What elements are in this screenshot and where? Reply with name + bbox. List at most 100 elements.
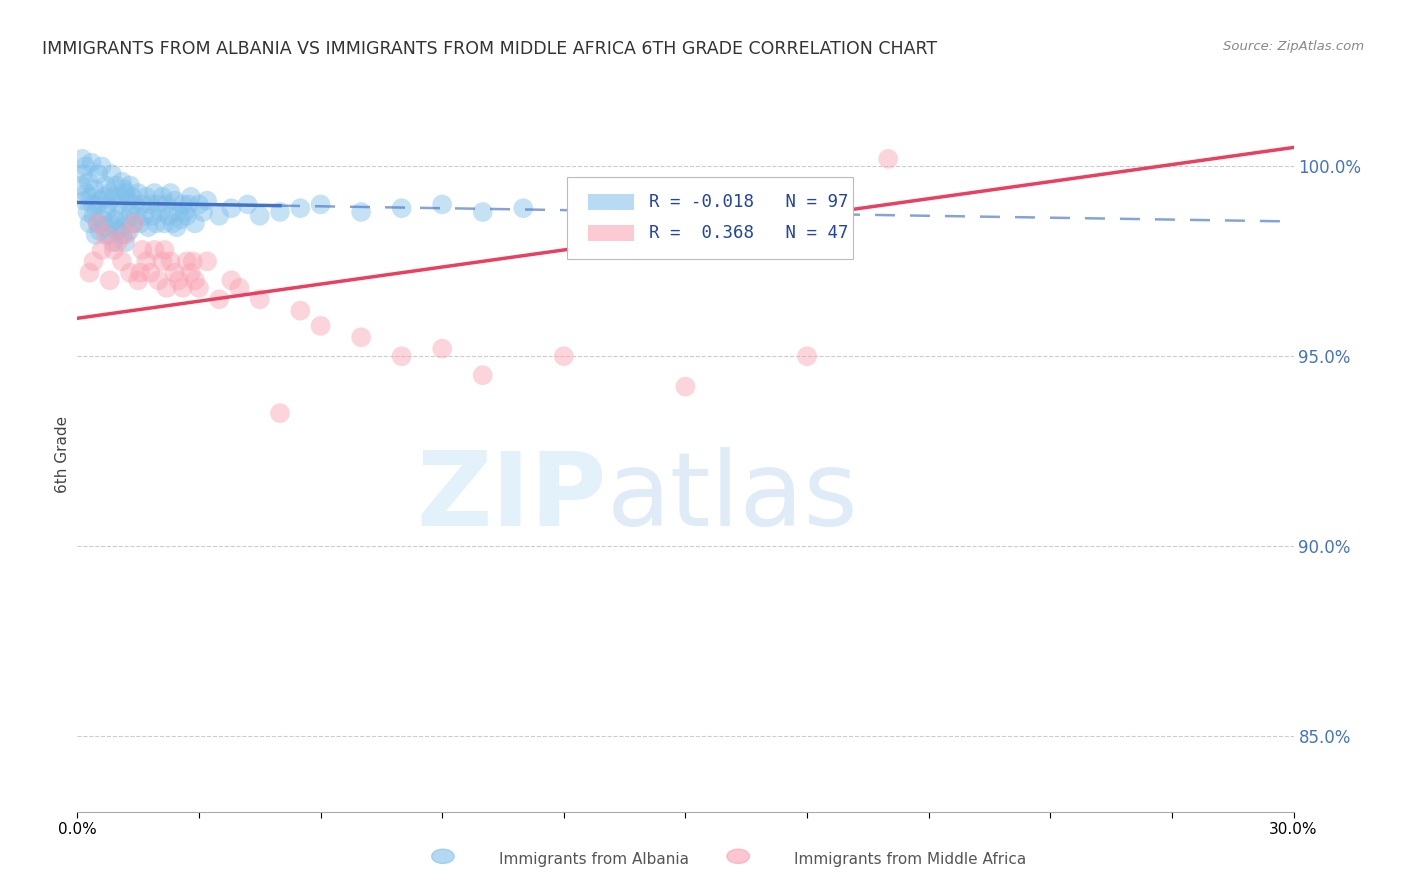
Point xyxy=(77,175,100,189)
Text: ZIP: ZIP xyxy=(416,447,606,549)
Point xyxy=(191,205,214,219)
Point xyxy=(159,254,181,268)
Text: R =  0.368   N = 47: R = 0.368 N = 47 xyxy=(650,224,848,242)
Point xyxy=(249,293,271,307)
Point xyxy=(236,197,259,211)
Point xyxy=(221,273,243,287)
Point xyxy=(117,194,139,208)
Point xyxy=(94,227,117,242)
Point xyxy=(155,197,177,211)
Point xyxy=(131,197,153,211)
Point xyxy=(91,212,114,227)
Point xyxy=(83,209,105,223)
Point xyxy=(195,194,218,208)
Point xyxy=(157,209,180,223)
Point xyxy=(70,178,93,193)
Bar xyxy=(588,225,634,241)
Point xyxy=(184,273,207,287)
Point xyxy=(180,190,202,204)
Point xyxy=(100,216,122,230)
Point xyxy=(97,227,120,242)
Point xyxy=(118,178,141,193)
Point xyxy=(114,235,136,250)
Point xyxy=(118,266,141,280)
Point xyxy=(269,205,291,219)
Point xyxy=(79,266,101,280)
Point xyxy=(471,368,494,383)
Point xyxy=(172,281,194,295)
Point xyxy=(143,243,166,257)
Point xyxy=(125,209,148,223)
Point xyxy=(79,216,101,230)
Point xyxy=(104,178,127,193)
Point xyxy=(86,197,108,211)
Point xyxy=(391,201,413,215)
Point xyxy=(122,216,145,230)
Point xyxy=(107,235,129,250)
Point xyxy=(98,186,121,200)
Point xyxy=(80,155,103,169)
Point xyxy=(177,197,200,211)
Point xyxy=(139,266,162,280)
Point xyxy=(84,227,107,242)
Point xyxy=(269,406,291,420)
Point xyxy=(675,379,697,393)
Point xyxy=(86,216,108,230)
Point xyxy=(166,220,188,235)
Point xyxy=(195,254,218,268)
Point xyxy=(75,160,97,174)
FancyBboxPatch shape xyxy=(568,177,853,259)
Point xyxy=(129,266,152,280)
Point xyxy=(96,205,118,219)
Point xyxy=(136,220,159,235)
Point xyxy=(180,266,202,280)
Point xyxy=(111,227,134,242)
Point xyxy=(430,197,453,211)
Point xyxy=(73,194,96,208)
Point xyxy=(221,201,243,215)
Point xyxy=(87,167,110,181)
Y-axis label: 6th Grade: 6th Grade xyxy=(55,417,70,493)
Point xyxy=(112,182,135,196)
Point xyxy=(148,197,170,211)
Point xyxy=(122,197,145,211)
Point xyxy=(70,152,93,166)
Point xyxy=(83,182,105,196)
Point xyxy=(172,197,194,211)
Point xyxy=(101,167,124,181)
Point xyxy=(129,216,152,230)
Point xyxy=(145,216,167,230)
Point xyxy=(188,197,211,211)
Point xyxy=(208,209,231,223)
Point xyxy=(228,281,250,295)
Point xyxy=(103,190,125,204)
Point xyxy=(290,201,312,215)
Point xyxy=(110,220,132,235)
Point xyxy=(350,330,373,344)
Text: Immigrants from Middle Africa: Immigrants from Middle Africa xyxy=(794,853,1026,867)
Point xyxy=(170,212,193,227)
Point xyxy=(208,293,231,307)
Point xyxy=(93,190,115,204)
Point xyxy=(98,273,121,287)
Text: atlas: atlas xyxy=(606,447,858,549)
Point xyxy=(167,205,190,219)
Point xyxy=(141,209,163,223)
Point xyxy=(76,205,98,219)
Point xyxy=(181,254,204,268)
Point xyxy=(115,186,138,200)
Point xyxy=(115,227,138,242)
Point xyxy=(135,254,157,268)
Point xyxy=(184,216,207,230)
Point xyxy=(103,243,125,257)
Point xyxy=(90,160,112,174)
Point xyxy=(553,349,575,363)
Point xyxy=(72,167,94,181)
Point xyxy=(350,205,373,219)
Point xyxy=(86,216,108,230)
Point xyxy=(153,243,176,257)
Point xyxy=(90,194,112,208)
Point xyxy=(159,186,181,200)
Point xyxy=(107,209,129,223)
Point xyxy=(152,190,174,204)
